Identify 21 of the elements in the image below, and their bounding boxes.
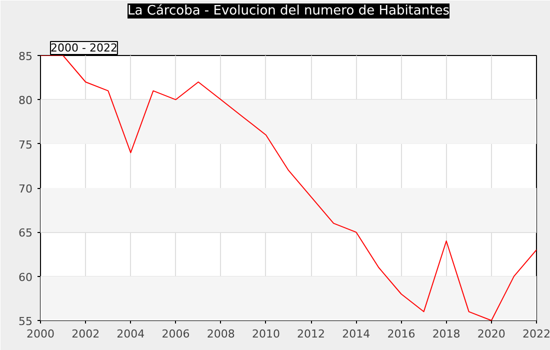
y-tick-label: 55 — [18, 315, 33, 328]
y-tick-label: 60 — [18, 270, 33, 284]
x-tick-label: 2008 — [206, 328, 235, 340]
text: 2000 - 2022 — [50, 42, 118, 54]
x-tick-label: 2002 — [72, 328, 100, 340]
x-tick-label: 2014 — [342, 328, 370, 340]
x-tick-label: 2000 — [26, 328, 55, 340]
x-tick-label: 2010 — [252, 328, 280, 340]
x-tick-label: 2020 — [477, 328, 506, 340]
x-tick-label: 2012 — [297, 328, 326, 340]
x-tick-label: 2016 — [387, 328, 416, 340]
x-tick-label: 2018 — [432, 328, 460, 340]
y-tick-label: 75 — [18, 138, 33, 152]
x-tick-label: 2006 — [162, 328, 190, 340]
x-tick-label: 2022 — [522, 328, 550, 340]
y-tick-label: 65 — [18, 226, 33, 240]
y-tick-label: 80 — [18, 94, 33, 108]
x-tick-label: 2004 — [116, 328, 145, 340]
chart-title: La Cárcoba - Evolucion del numero de Habitantes — [128, 4, 450, 18]
y-tick-label: 85 — [18, 50, 33, 63]
y-tick-label: 70 — [18, 182, 33, 196]
